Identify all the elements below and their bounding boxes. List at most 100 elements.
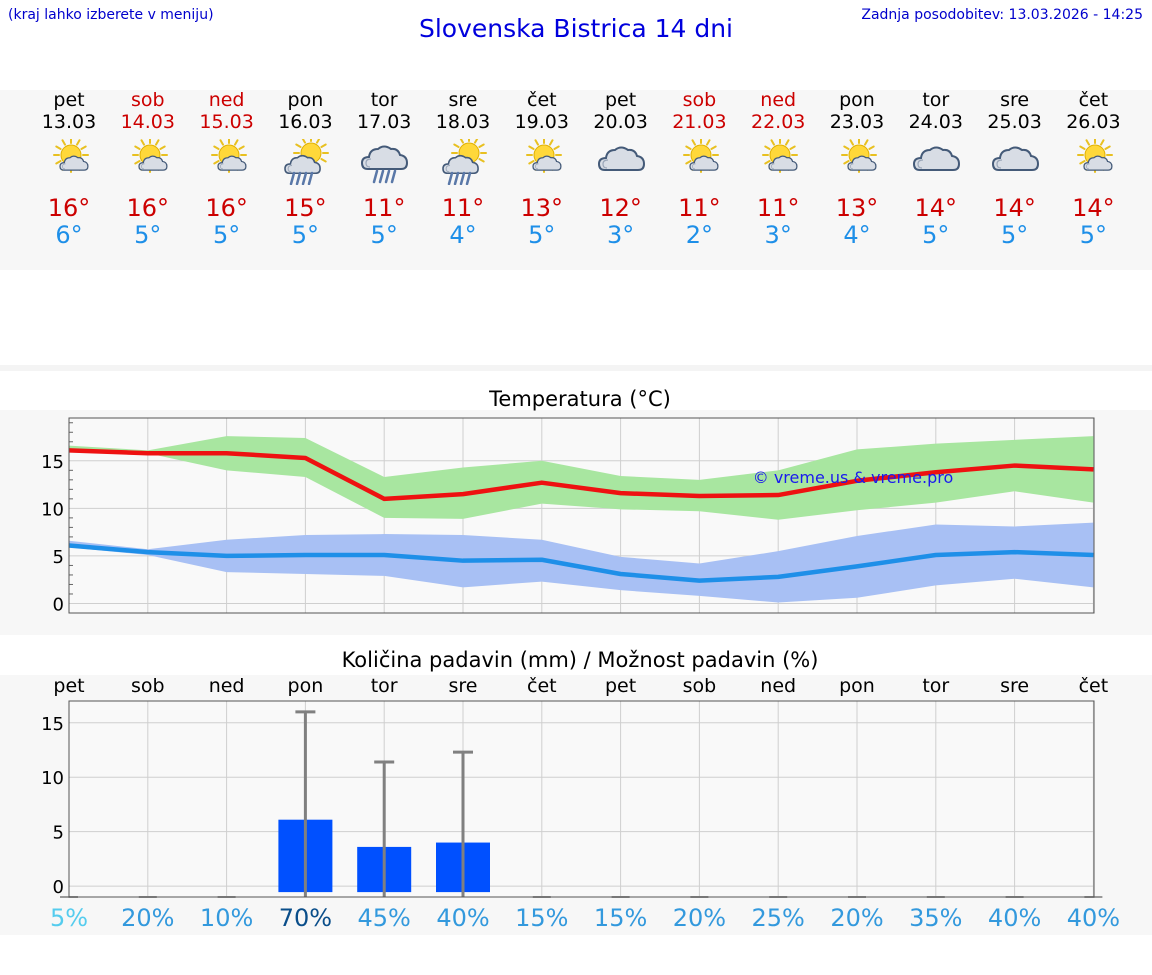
max-temperature: 11° (756, 194, 800, 222)
max-temperature: 15° (284, 194, 327, 222)
precipitation-probability: 20% (121, 904, 175, 932)
sun-cloud-icon (683, 139, 720, 173)
max-temperature: 14° (993, 194, 1036, 222)
precipitation-chart-title: Količina padavin (mm) / Možnost padavin … (341, 648, 819, 672)
day-column: sob 21.03 11° 2° (659, 90, 739, 250)
day-name: ned (208, 89, 245, 111)
plot-frame (68, 700, 1095, 898)
sun-cloud-icon (841, 139, 877, 173)
min-temperature: 5° (291, 221, 320, 249)
precipitation-day-label: pon (839, 675, 875, 697)
location-hint[interactable]: (kraj lahko izberete v meniju) (8, 7, 214, 23)
day-name: pet (604, 89, 637, 111)
day-date: 26.03 (1066, 111, 1121, 133)
precipitation-probability: 40% (987, 904, 1042, 932)
sun-cloud-icon (210, 139, 247, 173)
sun-cloud-icon (131, 139, 168, 173)
min-temperature: 5° (528, 221, 556, 249)
min-temperature: 4° (843, 221, 871, 249)
day-date: 13.03 (41, 111, 97, 133)
y-tick-label: 15 (41, 452, 64, 473)
day-column: ned 15.03 16° 5° (187, 89, 267, 250)
precipitation-probability: 35% (909, 904, 963, 932)
precipitation-probability: 15% (593, 904, 648, 932)
max-temperature: 16° (126, 194, 170, 222)
temperature-chart-title: Temperatura (°C) (489, 387, 671, 411)
cloud-icon (991, 146, 1039, 171)
precipitation-probability: 70% (278, 904, 333, 932)
day-date: 25.03 (987, 111, 1042, 133)
day-date: 22.03 (750, 111, 806, 133)
watermark: © vreme.us & vreme.pro (753, 468, 954, 487)
y-tick-label: 5 (53, 823, 64, 844)
precipitation-day-label: tor (370, 675, 398, 697)
day-column: čet 19.03 13° 5° (502, 90, 582, 250)
min-range-band (69, 522, 1094, 603)
y-tick-label: 0 (53, 594, 64, 615)
temperature-chart: 0 5 10 15 © vreme.us & vreme.pro (41, 417, 1095, 615)
min-temperature: 2° (685, 221, 714, 249)
sun-cloud-icon (1077, 139, 1114, 173)
min-temperature: 5° (134, 221, 162, 249)
precipitation-day-label: sre (448, 675, 478, 697)
precipitation-chart: 0 5 10 15 (41, 700, 1103, 898)
min-temperature: 5° (1000, 221, 1029, 249)
precipitation-day-label: sob (131, 675, 165, 697)
day-name: sre (448, 89, 478, 111)
day-column: tor 17.03 11° 5° (344, 89, 424, 250)
day-date: 14.03 (120, 111, 175, 133)
day-name: tor (370, 89, 398, 111)
day-name: pon (839, 89, 875, 111)
max-temperature: 14° (914, 194, 958, 222)
precipitation-day-label: pon (287, 675, 324, 697)
day-column: pon 23.03 13° 4° (817, 89, 897, 250)
precipitation-day-label: sre (1000, 675, 1030, 697)
min-temperature-line (68, 543, 1094, 583)
max-range-band (69, 436, 1094, 520)
sun-cloud-icon (762, 139, 799, 173)
max-temperature: 11° (362, 194, 406, 222)
day-date: 16.03 (278, 111, 333, 133)
max-temperature: 11° (678, 194, 721, 222)
precipitation-probability: 15% (515, 904, 569, 932)
min-temperature: 3° (764, 221, 792, 249)
day-date: 20.03 (593, 111, 648, 133)
day-column: pet 20.03 12° 3° (581, 89, 661, 250)
sun-cloud-icon (525, 139, 562, 173)
max-temperature: 16° (47, 194, 91, 222)
day-column: sob 14.03 16° 5° (108, 90, 188, 250)
precipitation-probability: 5% (49, 904, 89, 932)
sun-rain-icon (442, 139, 487, 185)
precipitation-probability: 45% (357, 904, 411, 932)
precipitation-day-label: čet (1078, 675, 1109, 697)
precipitation-probability: 40% (436, 904, 490, 932)
day-date: 18.03 (435, 111, 491, 133)
day-column: tor 24.03 14° 5° (896, 89, 976, 250)
separator-band (0, 365, 1152, 371)
day-date: 19.03 (514, 111, 569, 133)
plot-area (69, 701, 1094, 897)
day-column: pet 13.03 16° 6° (29, 90, 109, 250)
precipitation-day-label: sob (682, 675, 717, 697)
y-tick-label: 10 (41, 499, 64, 520)
max-temperature: 11° (441, 194, 485, 222)
max-temperature: 16° (205, 194, 248, 222)
day-name: tor (922, 89, 950, 111)
day-column: sre 25.03 14° 5° (975, 90, 1055, 250)
precipitation-day-label: tor (922, 675, 950, 697)
cloud-icon (597, 146, 645, 171)
min-temperature: 5° (922, 221, 950, 249)
day-name: čet (1078, 89, 1109, 111)
precipitation-probability: 10% (199, 904, 254, 932)
max-temperature: 14° (1072, 194, 1115, 222)
min-temperature: 5° (370, 221, 398, 249)
day-date: 15.03 (199, 111, 254, 133)
day-date: 23.03 (829, 111, 885, 133)
precipitation-day-label: čet (527, 675, 557, 697)
max-temperature: 12° (599, 194, 642, 222)
precipitation-day-label: ned (208, 675, 245, 697)
page-title: Slovenska Bistrica 14 dni (418, 14, 734, 43)
day-name: ned (760, 89, 797, 111)
y-tick-label: 5 (53, 547, 64, 568)
last-updated: Zadnja posodobitev: 13.03.2026 - 14:25 (861, 7, 1143, 23)
